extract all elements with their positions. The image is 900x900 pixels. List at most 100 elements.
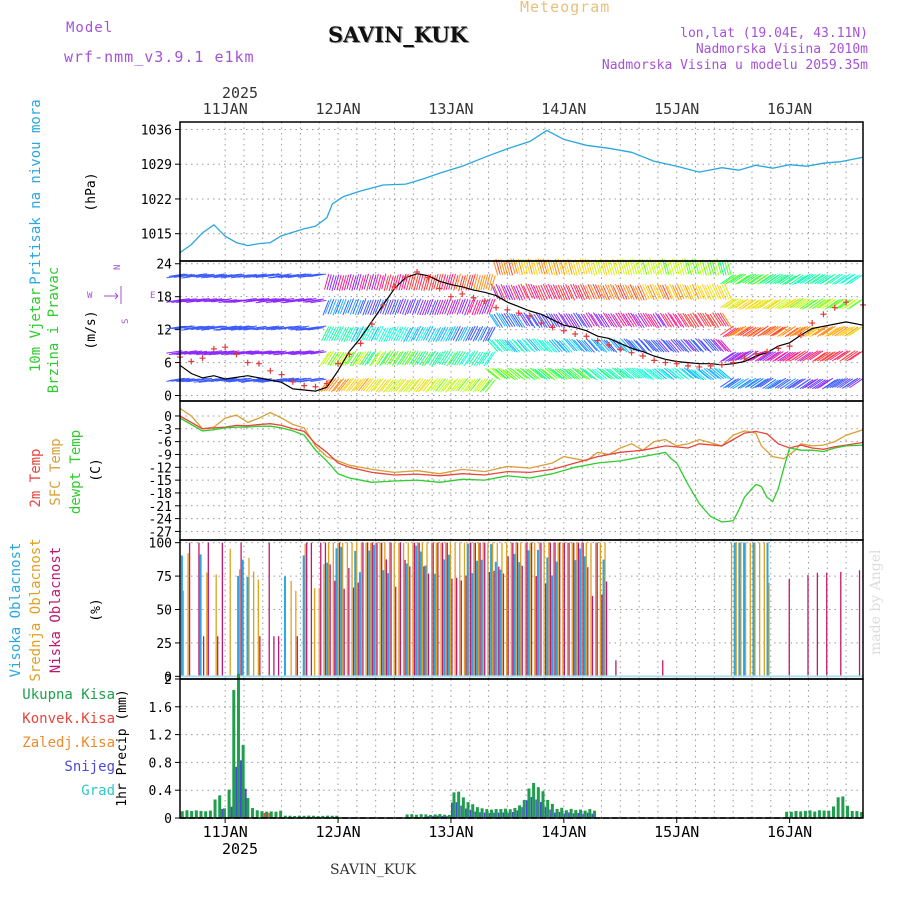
total-precip-bar [199, 810, 203, 818]
wind-barb [722, 378, 737, 389]
wind-barb [602, 259, 608, 276]
wind-barb [307, 298, 324, 302]
wind-barb [727, 352, 742, 362]
wind-barb [411, 351, 422, 366]
wind-barb [453, 275, 459, 291]
wind-barb [635, 313, 645, 328]
wind-barb [742, 299, 757, 309]
snow-bar [427, 816, 430, 818]
wind-barb [648, 339, 660, 353]
wind-barb [410, 377, 422, 391]
wind-barb [515, 259, 521, 275]
wind-barb [668, 368, 682, 380]
wind-obs-marker [549, 324, 556, 331]
wind-barbs [166, 258, 864, 393]
wind-barb [764, 351, 779, 362]
wind-barb [513, 285, 521, 301]
cloud-tick-label: 0 [164, 670, 172, 685]
wind-barb [516, 339, 528, 352]
wind-barb [787, 379, 801, 390]
wind-barb [645, 339, 658, 352]
wind-barb [388, 275, 394, 292]
wind-obs-marker [504, 306, 511, 313]
wind-barb [836, 299, 851, 310]
wind-barb [417, 326, 427, 342]
wind-barb [819, 326, 834, 336]
total-precip-bar [578, 809, 582, 818]
wind-barb [560, 285, 568, 301]
wind-barb [503, 285, 511, 301]
wind-barb [716, 284, 725, 300]
wind-barb [338, 275, 345, 291]
total-precip-bar [813, 811, 817, 818]
wind-barb [384, 299, 392, 315]
wind-barb [720, 274, 734, 285]
wind-barb [441, 299, 449, 315]
wind-barb [573, 339, 585, 353]
wind-barb [295, 273, 312, 277]
wind-barb [792, 298, 806, 309]
wind-barb [807, 378, 821, 389]
wind-barb [794, 298, 809, 309]
total-precip-bar [588, 809, 592, 818]
wind-barb [774, 351, 789, 361]
wind-barb [592, 312, 603, 327]
wind-barb [807, 273, 821, 284]
wind-barb [435, 378, 446, 392]
pressure-ylabel: Pritisak na nivou mora [28, 99, 44, 284]
wind-barb [727, 326, 742, 337]
wind-barb [370, 326, 379, 342]
day-label-bottom: 14JAN [541, 823, 586, 841]
wind-barb [389, 299, 397, 315]
wind-barb [834, 326, 849, 337]
total-precip-bar [555, 808, 559, 818]
wind-barb [699, 285, 707, 301]
wind-obs-marker [414, 268, 421, 275]
wind-barb [774, 274, 789, 285]
wind-barb [698, 369, 712, 381]
wind-barb [233, 325, 250, 329]
wind-barb [501, 339, 513, 352]
wind-barb [637, 285, 645, 301]
snow-bar [230, 806, 233, 818]
wind-barb [445, 274, 451, 290]
wind-barb [420, 274, 427, 291]
wind-obs-marker [730, 359, 737, 366]
wind-barb [682, 312, 692, 327]
wind-barb [362, 300, 369, 316]
wind-barb [720, 377, 734, 388]
wind-barb [499, 338, 511, 352]
wind-barb [193, 297, 210, 302]
wind-barb [799, 273, 814, 284]
precip-tick-label: 0.8 [149, 756, 172, 771]
wind-obs-marker [628, 349, 635, 356]
wind-barb [385, 378, 397, 392]
snow-bar [474, 811, 476, 818]
wind-obs-marker [605, 342, 612, 348]
wind-barb [627, 259, 633, 276]
wind-obs-marker [707, 362, 714, 369]
wind-barb [644, 259, 650, 276]
wind-barb [713, 259, 720, 276]
wind-barb [423, 275, 429, 292]
pressure-tick-label: 1015 [141, 228, 172, 243]
wind-barb [436, 299, 444, 315]
wind-barb [525, 283, 533, 299]
wind-barb [326, 274, 332, 291]
total-precip-bar [799, 811, 803, 818]
wind-barb [450, 326, 459, 342]
wind-barb [206, 298, 223, 302]
wind-obs-marker [278, 371, 285, 378]
wind-barb [821, 273, 836, 284]
wind-barb [347, 298, 355, 314]
wind-barb [609, 368, 623, 380]
day-label-bottom: 12JAN [315, 823, 360, 841]
wind-barb [500, 259, 506, 276]
wind-barb [532, 368, 546, 380]
wind-barb [368, 326, 377, 342]
total-precip-bar [522, 799, 526, 818]
wind-barb [609, 259, 615, 276]
cloud-tick-label: 75 [156, 570, 172, 585]
wind-barb [824, 327, 839, 337]
wind-barb [505, 312, 516, 327]
